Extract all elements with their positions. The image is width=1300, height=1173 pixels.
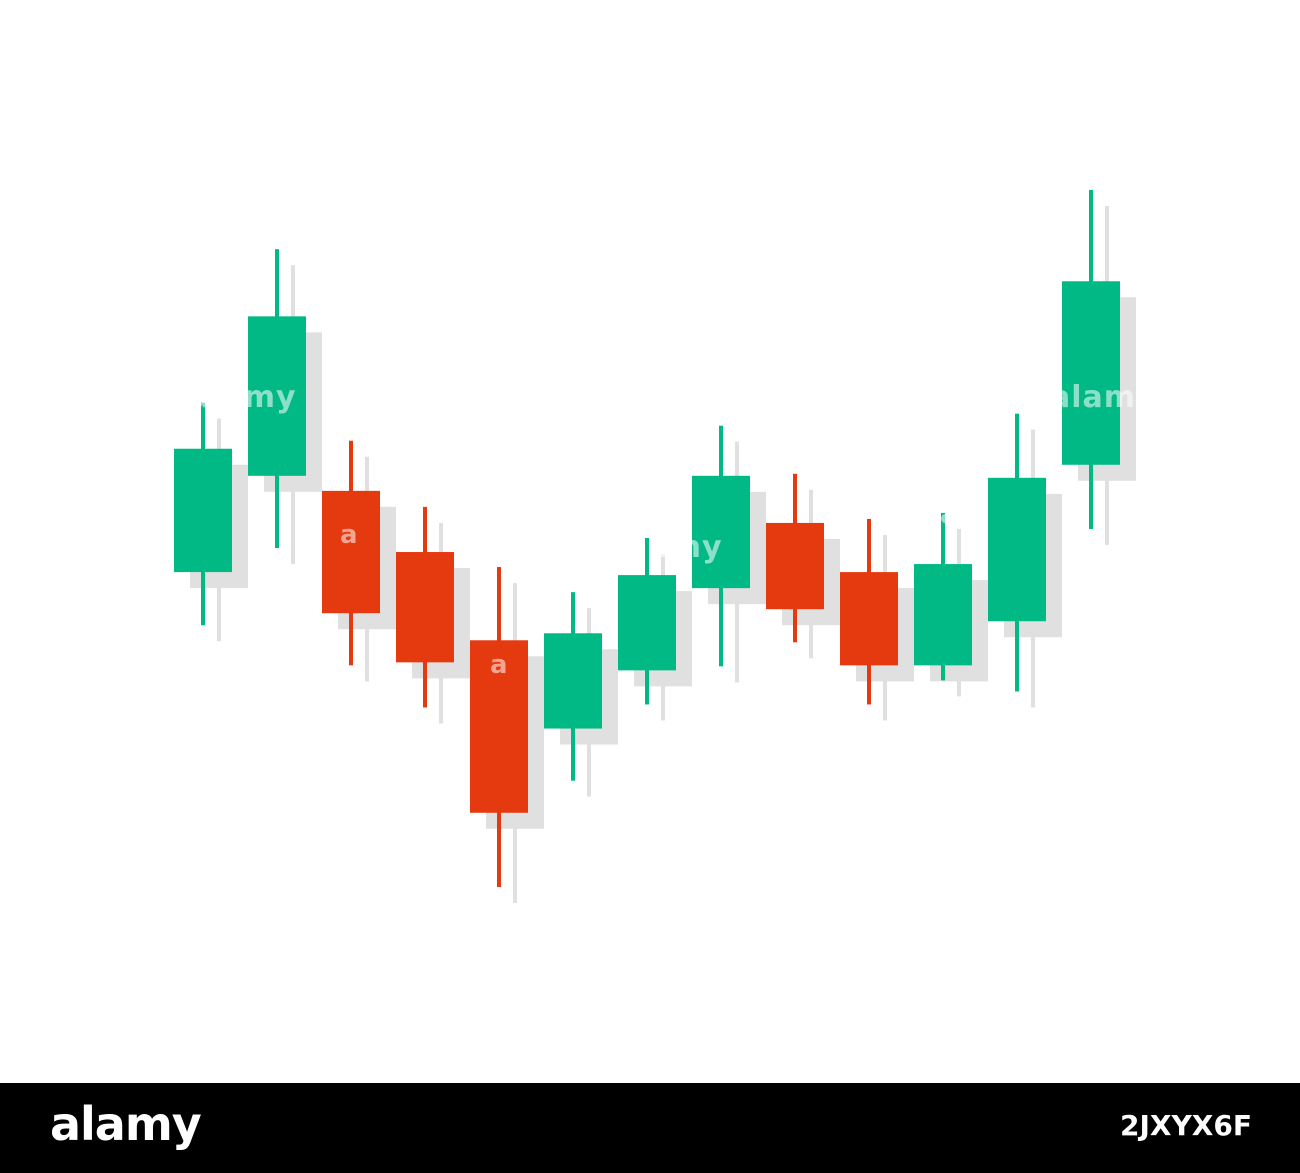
- candle-up: [248, 249, 306, 549]
- candle-body: [174, 448, 232, 573]
- candle-down: [322, 440, 380, 666]
- candle-up: [914, 512, 972, 681]
- candle-body: [692, 475, 750, 589]
- candle-body: [988, 477, 1046, 622]
- candle-down: [396, 506, 454, 708]
- candle-body: [914, 564, 972, 666]
- candle-up: [988, 413, 1046, 692]
- candle-body: [618, 575, 676, 671]
- candlestick-chart: [174, 190, 1136, 903]
- candle-body: [766, 522, 824, 610]
- candle-body: [322, 490, 380, 614]
- footer-image-id: 2JXYX6F: [1120, 1109, 1252, 1142]
- candle-body: [840, 572, 898, 666]
- candle-body: [396, 552, 454, 663]
- candle-body: [470, 640, 528, 813]
- candle-down: [840, 518, 898, 705]
- candle-up: [544, 592, 602, 781]
- candle-body: [544, 633, 602, 729]
- candle-down: [470, 567, 528, 887]
- candle-up: [1062, 190, 1120, 529]
- candle-down: [766, 473, 824, 643]
- footer-bar: alamy 2JXYX6F: [0, 1083, 1300, 1173]
- candle-up: [174, 402, 232, 626]
- candles: [174, 190, 1120, 887]
- candle-body: [248, 316, 306, 476]
- candle-up: [692, 425, 750, 667]
- candle-up: [618, 537, 676, 705]
- footer-logo: alamy: [50, 1097, 202, 1151]
- candle-body: [1062, 281, 1120, 465]
